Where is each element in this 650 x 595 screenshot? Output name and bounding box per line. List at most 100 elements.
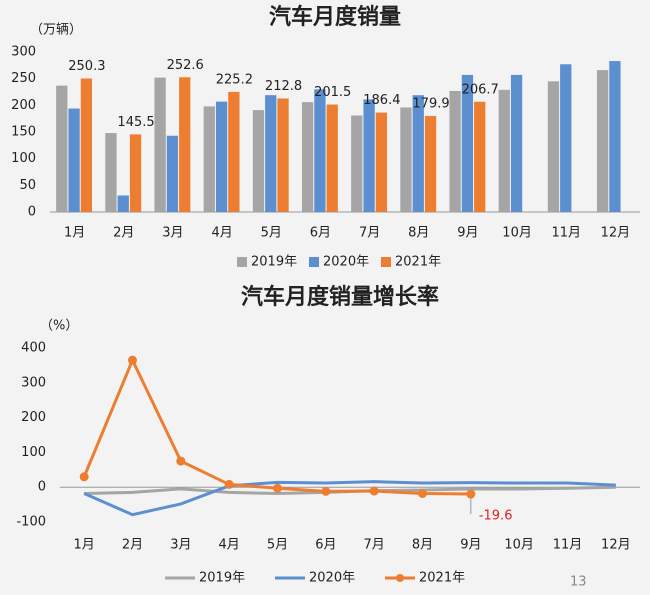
- y-tick-label: 300: [21, 375, 46, 390]
- legend-label: 2019年: [199, 571, 245, 586]
- x-tick-label: 7月: [359, 226, 380, 241]
- x-tick-label: 7月: [364, 538, 385, 553]
- marker: [224, 479, 234, 489]
- legend-swatch: [381, 257, 391, 267]
- chart-title: 汽车月度销量: [269, 4, 401, 30]
- chart-title: 汽车月度销量增长率: [241, 284, 439, 310]
- x-tick-label: 10月: [504, 538, 534, 553]
- line: [82, 356, 471, 496]
- data-label: 212.8: [265, 79, 302, 94]
- y-tick-label: 200: [11, 98, 36, 113]
- y-tick-label: 250: [11, 71, 36, 86]
- y-tick-label: 0: [38, 480, 46, 495]
- bar: [510, 74, 523, 212]
- bar: [203, 106, 215, 212]
- y-tick-label: 100: [11, 151, 36, 166]
- bar: [301, 102, 314, 212]
- x-tick-label: 4月: [219, 538, 240, 553]
- legend-marker: [396, 574, 404, 582]
- x-tick-label: 11月: [553, 538, 583, 553]
- bar: [560, 64, 572, 213]
- data-label: 252.6: [167, 58, 204, 73]
- marker: [273, 483, 282, 493]
- legend-label: 2021年: [419, 571, 465, 586]
- bar: [154, 77, 166, 212]
- bar: [400, 107, 412, 212]
- y-tick-label: 100: [21, 445, 46, 460]
- marker: [466, 489, 476, 499]
- marker: [418, 488, 427, 498]
- y-tick-label: -100: [16, 515, 46, 530]
- x-tick-label: 5月: [267, 538, 288, 553]
- bar: [326, 104, 338, 212]
- data-label: 250.3: [68, 59, 105, 74]
- bar: [265, 95, 277, 212]
- marker: [321, 486, 331, 496]
- x-tick-label: 12月: [601, 226, 631, 241]
- marker: [176, 456, 186, 466]
- bar: [314, 89, 326, 212]
- bar: [228, 91, 240, 212]
- bar: [166, 135, 179, 212]
- marker: [128, 355, 137, 365]
- y-tick-label: 150: [11, 125, 36, 140]
- bar: [547, 81, 560, 212]
- x-tick-label: 6月: [315, 538, 336, 553]
- legend-label: 2021年: [395, 255, 441, 270]
- bar: [363, 99, 375, 212]
- x-tick-label: 1月: [64, 226, 85, 241]
- legend-swatch: [309, 257, 319, 267]
- x-tick-label: 8月: [412, 538, 433, 553]
- marker: [79, 472, 89, 482]
- x-tick-label: 9月: [457, 226, 478, 241]
- legend-label: 2019年: [251, 255, 297, 270]
- bar: [461, 74, 474, 212]
- bar: [498, 89, 510, 212]
- x-tick-label: 4月: [211, 226, 232, 241]
- bar: [129, 134, 142, 212]
- x-tick-label: 10月: [502, 226, 532, 241]
- y-tick-label: 300: [11, 45, 36, 60]
- y-axis-label: （%）: [40, 319, 78, 334]
- x-tick-label: 2月: [122, 538, 143, 553]
- bar: [474, 101, 486, 212]
- legend-label: 2020年: [309, 571, 355, 586]
- legend-label: 2020年: [323, 255, 369, 270]
- y-tick-label: 50: [19, 178, 36, 193]
- x-tick-label: 6月: [310, 226, 331, 241]
- bar: [105, 133, 117, 212]
- x-tick-label: 5月: [261, 226, 282, 241]
- x-tick-label: 8月: [408, 226, 429, 241]
- x-tick-label: 1月: [74, 538, 95, 553]
- data-label: 206.7: [462, 82, 499, 97]
- x-tick-label: 11月: [551, 226, 581, 241]
- y-tick-label: 0: [28, 205, 36, 220]
- page-number: 13: [570, 575, 587, 590]
- y-tick-label: 400: [21, 341, 46, 356]
- bar: [609, 61, 621, 212]
- x-tick-label: 2月: [113, 226, 134, 241]
- x-tick-label: 9月: [460, 538, 481, 553]
- bar: [449, 90, 461, 212]
- x-tick-label: 3月: [162, 226, 183, 241]
- bar: [56, 85, 68, 212]
- y-axis-label: （万辆）: [30, 23, 82, 38]
- bar: [424, 116, 437, 212]
- bar: [375, 112, 388, 212]
- marker: [369, 486, 379, 496]
- x-tick-label: 12月: [601, 538, 631, 553]
- bar: [277, 98, 289, 212]
- y-tick-label: 200: [21, 410, 46, 425]
- bar: [179, 77, 191, 212]
- data-label: 186.4: [363, 93, 400, 108]
- x-tick-label: 3月: [170, 538, 191, 553]
- bar: [596, 70, 609, 212]
- bar: [351, 115, 363, 212]
- bar: [412, 95, 424, 212]
- line: [83, 480, 616, 517]
- legend-swatch: [237, 257, 247, 267]
- bar: [215, 101, 228, 212]
- bar: [117, 195, 129, 212]
- data-label: 145.5: [117, 115, 154, 130]
